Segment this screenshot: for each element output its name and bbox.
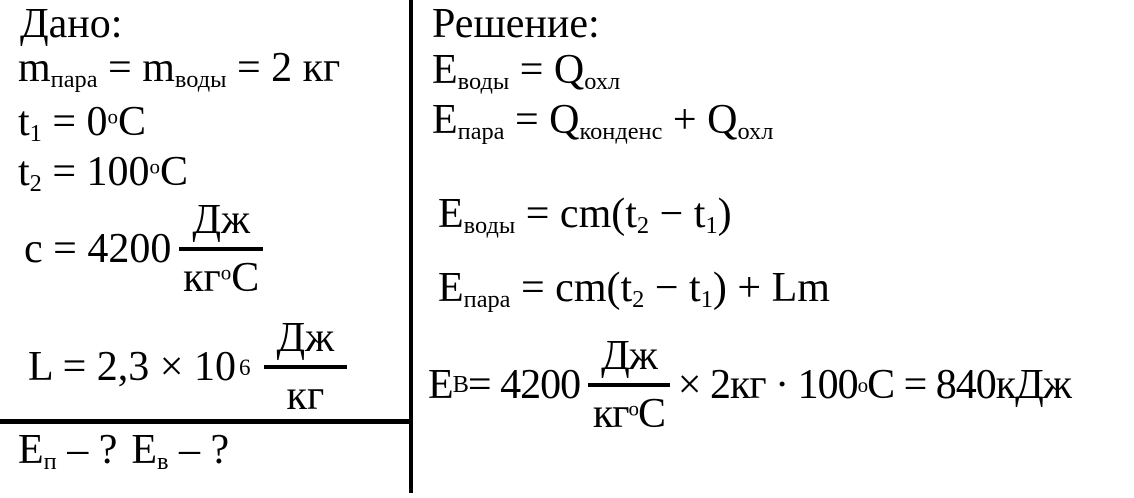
given-mass-line: mпара = mводы = 2 кг	[18, 45, 341, 94]
latent-heat-fraction: Дж кг	[263, 316, 348, 420]
formula-cm-t2: = cm(t	[515, 191, 637, 237]
degree-sign: о	[149, 154, 161, 179]
given-separator-line	[0, 419, 413, 424]
find-symbol-water: E	[131, 427, 158, 473]
energy-symbol: E	[428, 362, 454, 409]
fraction-denominator: кгоС	[183, 251, 259, 300]
find-question-2: – ?	[168, 427, 230, 473]
t1-subscript: 1	[705, 212, 718, 240]
given-t1-line: t1 = 0оС	[18, 99, 147, 148]
denominator-celsius: С	[637, 391, 666, 438]
energy-symbol: E	[432, 47, 458, 93]
t2-value: = 100	[41, 149, 150, 195]
degree-sign: о	[628, 396, 638, 421]
formula-minus-t1: − t	[649, 191, 706, 237]
solution-title: Решение:	[432, 1, 600, 47]
denominator-unit: кг	[183, 255, 221, 302]
find-subscript-steam: п	[43, 448, 57, 476]
find-question-1: – ?	[56, 427, 118, 473]
energy-subscript-water: воды	[457, 68, 510, 96]
heat-symbol: = Q	[504, 97, 580, 143]
t2-symbol: t	[18, 149, 30, 195]
t2-subscript: 2	[632, 286, 645, 314]
fraction-numerator: Дж	[179, 198, 263, 252]
calc-multipliers: × 2кг · 100	[677, 362, 859, 409]
t1-unit: С	[118, 99, 147, 145]
specific-heat-line: c = 4200 Дж кгоС	[24, 198, 271, 300]
plus-heat-symbol: + Q	[662, 97, 738, 143]
eq-steam-formula: Eпара = cm(t2 − t1) + Lm	[438, 265, 830, 314]
find-subscript-water: в	[157, 448, 169, 476]
formula-close: )	[717, 191, 732, 237]
t2-subscript: 2	[29, 170, 42, 198]
t1-symbol: t	[18, 99, 30, 145]
formula-minus-t1: − t	[644, 265, 701, 311]
mass-subscript-water: воды	[174, 66, 227, 94]
denominator-celsius: С	[231, 255, 260, 302]
t2-subscript: 2	[636, 212, 650, 240]
energy-subscript-water: воды	[463, 212, 516, 240]
denominator-unit: кг	[592, 391, 630, 438]
t1-value: = 0	[41, 99, 108, 145]
find-symbol-steam: E	[18, 427, 44, 473]
calc-coefficient: = 4200	[467, 362, 581, 409]
find-line: Eп – ? Eв – ?	[18, 427, 230, 476]
fraction-denominator: кг	[286, 373, 325, 420]
formula-plus-lm: ) + Lm	[712, 265, 830, 311]
energy-symbol: E	[438, 191, 464, 237]
energy-subscript-steam: пара	[463, 286, 511, 314]
energy-symbol: E	[438, 265, 464, 311]
specific-heat-lhs: c = 4200	[24, 226, 172, 273]
given-t2-line: t2 = 100оС	[18, 149, 189, 198]
mass-subscript-steam: пара	[50, 66, 98, 94]
column-divider-line	[409, 0, 413, 493]
eq-steam-energy: Eпара = Qконденс + Qохл	[432, 97, 774, 146]
heat-subscript-cooling: охл	[737, 118, 774, 146]
mass-value: = 2 кг	[226, 45, 341, 91]
eq-water-energy: Eводы = Qохл	[432, 47, 621, 96]
formula-cm-t2: = cm(t	[510, 265, 633, 311]
calc-fraction: Дж кгоС	[588, 334, 670, 436]
latent-heat-line: L = 2,3 × 10 6 Дж кг	[28, 316, 355, 418]
degree-sign: о	[107, 104, 119, 129]
mass-symbol-steam: m	[18, 45, 51, 91]
fraction-numerator: Дж	[588, 334, 670, 388]
given-title: Дано:	[20, 1, 123, 47]
heat-subscript-cooling: охл	[584, 68, 621, 96]
eq-water-formula: Eводы = cm(t2 − t1)	[438, 191, 732, 240]
calc-result: С = 840кДж	[867, 362, 1072, 409]
mass-equals-water: = m	[97, 45, 175, 91]
degree-sign: о	[220, 260, 232, 285]
t1-subscript: 1	[29, 120, 42, 148]
energy-subscript-steam: пара	[457, 118, 505, 146]
specific-heat-fraction: Дж кгоС	[179, 198, 263, 300]
fraction-numerator: Дж	[263, 316, 348, 370]
t2-unit: С	[160, 149, 189, 195]
heat-symbol: = Q	[509, 47, 585, 93]
energy-symbol: E	[432, 97, 458, 143]
latent-heat-lhs: L = 2,3 × 10	[28, 344, 236, 391]
t1-subscript: 1	[700, 286, 713, 314]
heat-subscript-condensation: конденс	[579, 118, 663, 146]
fraction-denominator: кгоС	[592, 387, 666, 438]
